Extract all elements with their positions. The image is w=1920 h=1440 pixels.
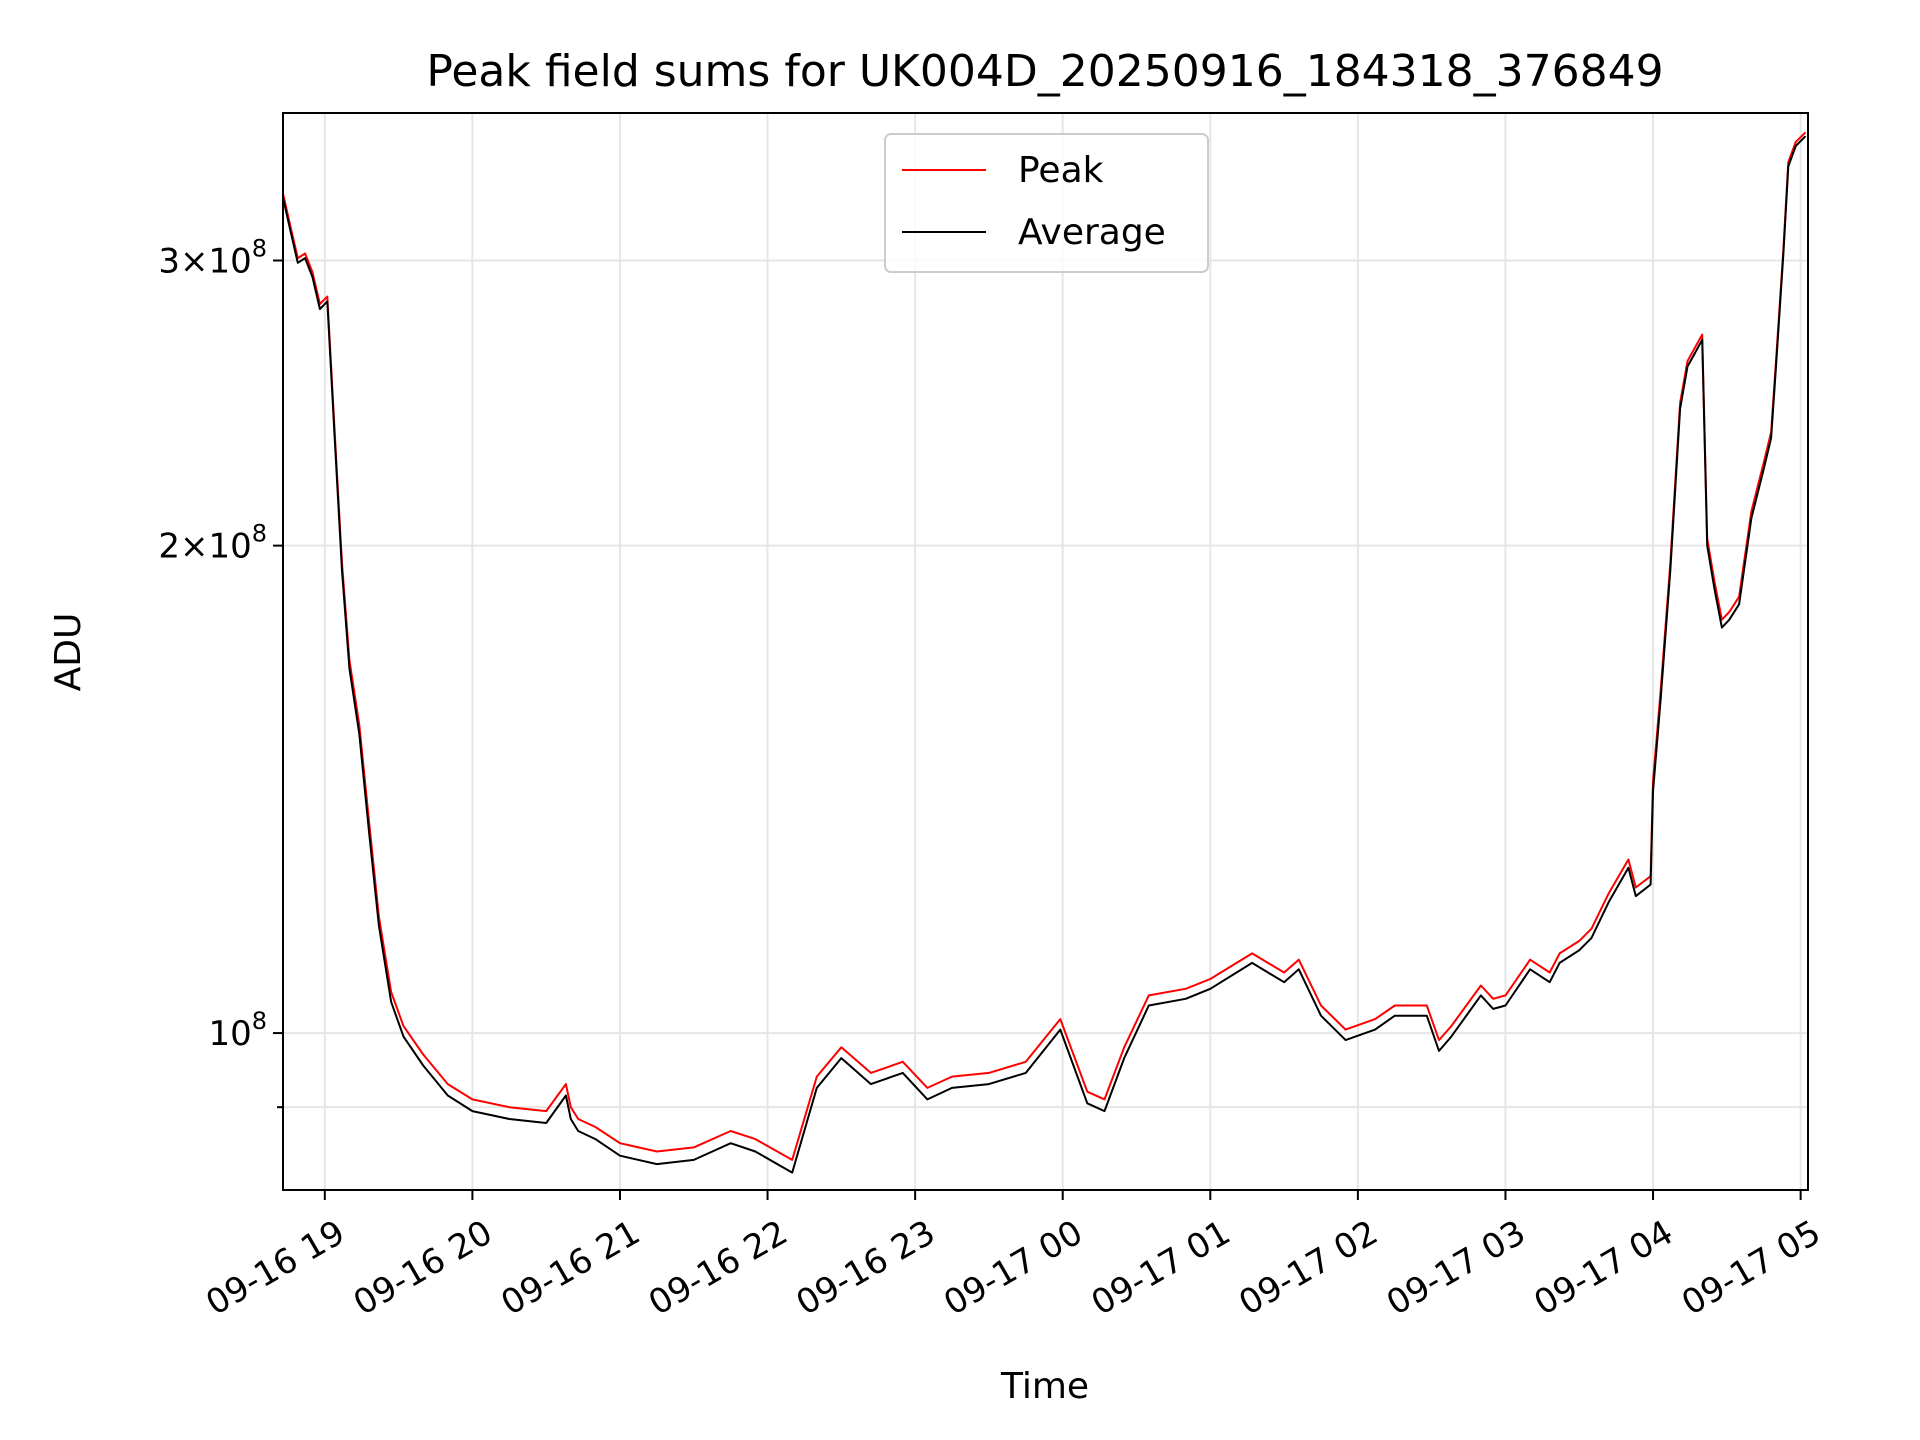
plot-frame <box>282 112 1809 1191</box>
chart-title: Peak field sums for UK004D_20250916_1843… <box>426 46 1663 97</box>
y-axis-label: ADU <box>48 613 89 692</box>
y-tick-label: 3×108 <box>158 234 267 281</box>
x-axis-label: Time <box>1000 1366 1089 1407</box>
y-tick-label: 108 <box>208 1007 267 1054</box>
legend-label-average: Average <box>1018 212 1166 253</box>
legend: Peak Average <box>884 133 1209 273</box>
series-lines <box>282 131 1807 1174</box>
legend-label-peak: Peak <box>1018 150 1104 191</box>
series-line-average <box>282 135 1807 1174</box>
series-line-peak <box>282 131 1807 1161</box>
y-axis-ticks: 108 2×108 3×108 <box>158 234 283 1109</box>
y-tick-label: 2×108 <box>158 520 267 567</box>
legend-box <box>884 133 1209 273</box>
